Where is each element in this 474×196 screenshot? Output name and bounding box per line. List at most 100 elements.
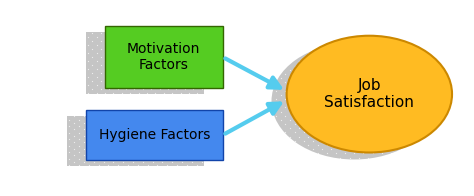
Point [85,151,92,154]
Point [164,47,172,50]
Point [147,55,155,58]
Point [114,157,122,160]
Point [405,68,413,71]
Point [130,55,138,58]
Point [282,89,289,92]
Point [319,56,326,59]
Point [337,89,344,92]
Point [291,106,298,109]
Point [392,56,399,59]
Point [122,72,130,75]
Point [364,97,372,101]
Point [185,35,193,38]
Point [173,118,181,121]
Point [369,102,376,105]
Point [198,147,205,151]
Point [405,118,413,122]
Point [364,114,372,117]
Point [369,152,376,155]
Point [173,157,181,160]
Point [419,106,427,109]
Point [314,152,321,155]
Point [319,72,326,75]
Point [75,118,83,121]
Point [328,106,335,109]
Point [65,131,73,134]
Point [332,110,340,113]
Point [198,80,205,83]
Point [143,75,151,79]
Point [122,80,130,83]
Point [364,81,372,84]
Point [134,125,142,128]
Point [185,43,193,46]
Point [346,47,354,50]
Point [341,52,349,55]
Point [97,64,105,67]
Point [130,39,138,42]
Point [304,77,312,80]
Point [188,141,196,144]
Point [178,160,186,163]
Point [75,151,83,154]
Point [101,83,109,87]
Point [415,68,422,71]
Point [337,97,344,101]
Point [143,59,151,63]
Point [355,139,363,142]
Point [173,47,180,50]
Point [160,92,167,95]
Point [364,156,372,159]
Point [323,60,330,63]
Point [341,85,349,88]
Point [401,139,409,142]
Point [122,47,130,50]
Point [173,144,181,147]
Point [419,122,427,126]
Point [168,115,176,118]
Point [193,83,201,87]
Point [118,51,126,54]
Point [392,114,399,117]
Point [405,127,413,130]
Point [185,67,193,71]
Point [193,138,201,141]
Point [158,147,166,151]
Point [332,102,340,105]
Point [328,139,335,142]
Point [364,56,372,59]
Point [300,72,308,75]
Point [109,92,117,95]
Point [80,115,88,118]
Point [401,81,409,84]
Point [154,144,161,147]
Point [198,55,205,58]
Point [139,39,146,42]
Point [178,121,186,124]
Point [168,67,176,71]
Point [168,51,176,54]
Point [319,122,326,126]
Point [309,64,317,67]
Point [383,131,390,134]
Point [89,80,96,83]
Point [410,97,418,101]
Point [118,75,126,79]
Point [173,80,180,83]
Point [337,114,344,117]
Point [328,56,335,59]
Point [158,141,166,144]
Point [97,39,105,42]
Point [178,134,186,138]
Point [300,122,308,126]
Point [364,148,372,151]
Point [152,35,159,38]
Point [392,106,399,109]
Point [158,160,166,163]
Point [332,93,340,96]
Point [332,85,340,88]
Point [183,151,191,154]
Point [369,85,376,88]
Point [401,72,409,75]
Point [319,64,326,67]
